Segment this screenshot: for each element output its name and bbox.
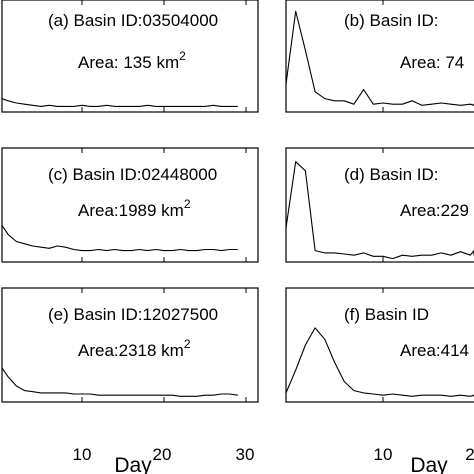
area-unit-superscript: 2: [179, 49, 186, 63]
left-tick-label-10: 10: [73, 445, 92, 464]
area-unit-superscript: 2: [184, 197, 191, 211]
series-line: [285, 161, 474, 260]
area-label: Area: 74: [400, 53, 464, 72]
area-label: Area: 135 km2: [78, 49, 186, 72]
area-unit-superscript: 2: [184, 337, 191, 351]
basin-id-label: (e) Basin ID:12027500: [48, 305, 218, 324]
basin-id-label: (f) Basin ID: [344, 305, 429, 324]
area-label: Area:1989 km2: [78, 197, 191, 220]
right-tick-label-10: 10: [374, 445, 393, 464]
panel-a: (a) Basin ID:03504000 Area: 135 km2: [1, 0, 259, 113]
area-label: Area:2318 km2: [78, 337, 191, 360]
area-label: Area:414: [400, 341, 469, 360]
panel-frame: [1, 147, 259, 263]
left-tick-label-30: 30: [236, 445, 255, 464]
basin-id-label: (c) Basin ID:02448000: [48, 165, 217, 184]
x-axis-label-left: Day: [114, 454, 152, 474]
panel-frame: [1, 287, 259, 403]
basin-id-label: (d) Basin ID:: [344, 165, 438, 184]
panel-f: (f) Basin ID Area:414: [285, 287, 474, 403]
left-tick-label-20: 20: [153, 445, 172, 464]
series-line: [1, 98, 238, 107]
panel-d: (d) Basin ID: Area:229: [285, 147, 474, 263]
panel-e: (e) Basin ID:12027500 Area:2318 km2: [1, 287, 259, 403]
right-tick-label-20: 2: [465, 445, 474, 464]
series-line: [285, 327, 474, 397]
x-axis-label-right: Day: [410, 454, 448, 474]
basin-id-label: (b) Basin ID:: [344, 11, 438, 30]
basin-id-label: (a) Basin ID:03504000: [48, 11, 218, 30]
panel-c: (c) Basin ID:02448000 Area:1989 km2: [1, 147, 259, 263]
panel-b: (b) Basin ID: Area: 74: [285, 0, 474, 113]
area-label: Area:229: [400, 201, 469, 220]
series-line: [1, 367, 238, 397]
series-line: [285, 10, 474, 106]
series-line: [1, 225, 238, 252]
panel-frame: [1, 0, 259, 113]
